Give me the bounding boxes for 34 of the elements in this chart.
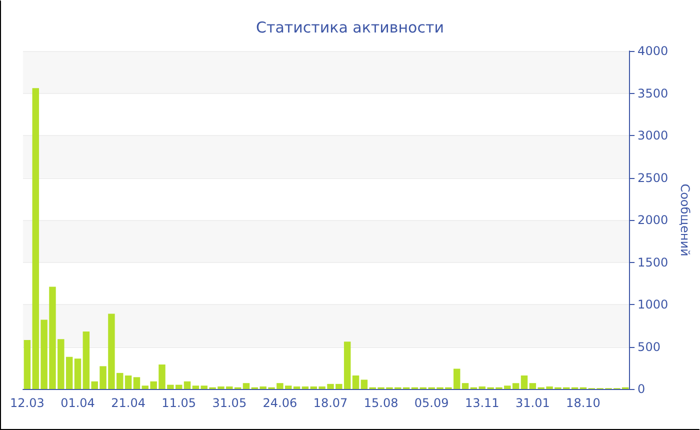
x-tick-label: 01.04	[60, 396, 95, 410]
y-tick-label: 3000	[638, 128, 668, 142]
bar	[293, 386, 300, 389]
x-tick-label: 15.08	[364, 396, 398, 410]
bar	[133, 377, 140, 389]
x-tick-label: 12.03	[10, 396, 44, 410]
y-tick-label: 4000	[638, 44, 668, 58]
bar	[24, 340, 31, 389]
y-tick-label: 0	[638, 382, 646, 396]
bar	[520, 375, 528, 389]
y-tick-label: 1000	[638, 298, 668, 312]
bar	[462, 383, 469, 389]
bar	[192, 386, 200, 389]
x-tick-label: 11.05	[162, 396, 196, 410]
x-tick-label: 31.01	[516, 396, 550, 410]
x-tick-label: 05.09	[414, 396, 449, 410]
x-tick-label: 24.06	[262, 396, 298, 410]
y-tick-label: 2000	[638, 213, 668, 227]
bar	[302, 386, 309, 389]
bar	[242, 383, 250, 389]
y-axis-title: Сообщений	[678, 184, 692, 256]
y-tick-label: 3500	[638, 86, 668, 100]
bar	[74, 358, 82, 389]
x-tick-label: 13.11	[464, 396, 500, 410]
bar	[352, 375, 360, 389]
y-tick-label: 1500	[638, 255, 668, 270]
x-tick-label: 31.05	[212, 396, 247, 410]
x-tick-label: 18.07	[313, 396, 348, 410]
x-tick-label: 18.10	[566, 396, 600, 410]
x-tick-label: 21.04	[111, 396, 146, 410]
y-tick-label: 500	[638, 340, 660, 354]
bar	[184, 381, 191, 389]
y-tick-label: 2500	[638, 170, 668, 185]
chart-title: Статистика активности	[256, 18, 444, 36]
